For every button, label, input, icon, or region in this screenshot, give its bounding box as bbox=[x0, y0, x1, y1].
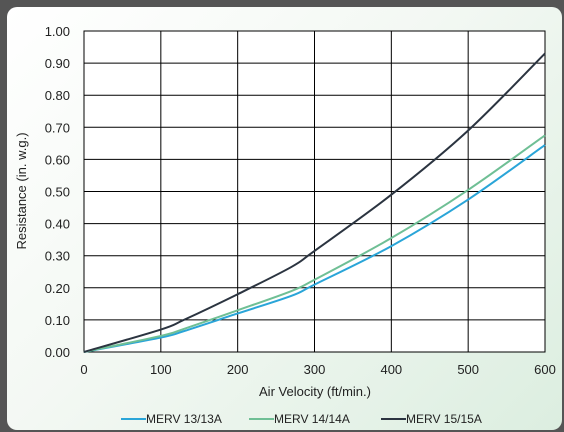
y-tick-label: 0.00 bbox=[45, 345, 70, 360]
x-tick-label: 200 bbox=[227, 362, 249, 377]
y-tick-label: 1.00 bbox=[45, 24, 70, 39]
legend-label-1: MERV 13/13A bbox=[146, 412, 222, 426]
x-tick-label: 500 bbox=[457, 362, 479, 377]
grid bbox=[83, 30, 546, 353]
y-tick-label: 0.60 bbox=[45, 152, 70, 167]
y-tick-label: 0.90 bbox=[45, 56, 70, 71]
series-lines bbox=[83, 52, 546, 353]
x-tick-label: 100 bbox=[150, 362, 172, 377]
y-axis-ticks: 0.00 0.10 0.20 0.30 0.40 0.50 0.60 0.70 0.80 0.90… bbox=[45, 24, 70, 360]
y-axis-label: Resistance (in. w.g.) bbox=[14, 132, 29, 249]
x-tick-label: 600 bbox=[534, 362, 556, 377]
x-tick-label: 400 bbox=[380, 362, 402, 377]
y-tick-label: 0.40 bbox=[45, 217, 70, 232]
series-line-3 bbox=[83, 52, 546, 353]
legend: MERV 13/13A MERV 14/14A MERV 15/15A bbox=[121, 412, 482, 426]
y-tick-label: 0.20 bbox=[45, 281, 70, 296]
x-tick-label: 0 bbox=[80, 362, 87, 377]
y-tick-label: 0.80 bbox=[45, 88, 70, 103]
legend-label-2: MERV 14/14A bbox=[274, 412, 350, 426]
y-tick-label: 0.70 bbox=[45, 120, 70, 135]
legend-label-3: MERV 15/15A bbox=[406, 412, 482, 426]
y-tick-label: 0.30 bbox=[45, 249, 70, 264]
x-axis-ticks: 0 100 200 300 400 500 600 bbox=[80, 362, 555, 377]
series-line-1 bbox=[83, 144, 546, 353]
y-tick-label: 0.10 bbox=[45, 313, 70, 328]
series-line-2 bbox=[83, 134, 546, 353]
x-axis-label: Air Velocity (ft/min.) bbox=[259, 384, 371, 399]
x-tick-label: 300 bbox=[304, 362, 326, 377]
y-tick-label: 0.50 bbox=[45, 185, 70, 200]
